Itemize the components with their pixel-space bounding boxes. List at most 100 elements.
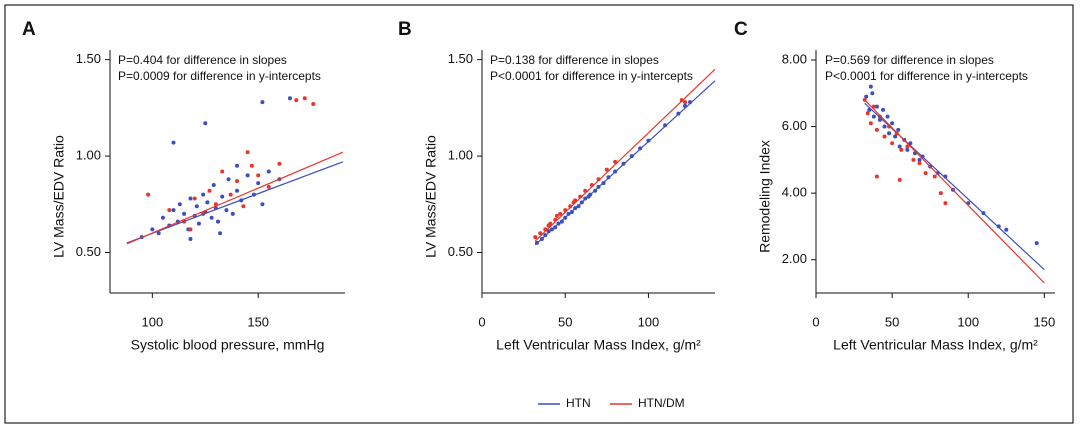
- point: [868, 121, 873, 126]
- point: [220, 169, 225, 174]
- point: [885, 114, 890, 119]
- point: [558, 211, 563, 216]
- point: [554, 213, 559, 218]
- point: [150, 227, 155, 232]
- point: [220, 194, 225, 199]
- point: [683, 100, 688, 105]
- legend-label: HTN/DM: [638, 396, 685, 410]
- x-tick-label: 0: [812, 314, 819, 329]
- point: [235, 163, 240, 168]
- y-tick-label: 0.50: [448, 244, 473, 259]
- x-tick-label: 0: [478, 314, 485, 329]
- point: [1004, 227, 1009, 232]
- point: [182, 211, 187, 216]
- point: [235, 188, 240, 193]
- point: [893, 134, 898, 139]
- point: [943, 201, 948, 206]
- point: [260, 100, 265, 105]
- point: [192, 196, 197, 201]
- point: [864, 94, 869, 99]
- point: [245, 173, 250, 178]
- annotation: P=0.0009 for difference in y-intercepts: [118, 69, 321, 83]
- point: [194, 204, 199, 209]
- point: [538, 231, 543, 236]
- point: [207, 188, 212, 193]
- point: [266, 169, 271, 174]
- y-axis-title: LV Mass/EDV Ratio: [51, 135, 67, 258]
- point: [613, 159, 618, 164]
- fit-line: [864, 99, 1045, 284]
- y-tick-label: 4.00: [782, 185, 807, 200]
- annotation: P<0.0001 for difference in y-intercepts: [490, 69, 693, 83]
- y-tick-label: 1.50: [448, 51, 473, 66]
- point: [196, 221, 201, 226]
- point: [923, 171, 928, 176]
- point: [890, 141, 895, 146]
- point: [646, 138, 651, 143]
- point: [266, 184, 271, 189]
- point: [235, 179, 240, 184]
- point: [874, 104, 879, 109]
- annotation: P=0.404 for difference in slopes: [118, 53, 287, 67]
- point: [171, 208, 176, 213]
- legend-label: HTN: [566, 396, 591, 410]
- y-tick-label: 2.00: [782, 251, 807, 266]
- point: [865, 111, 870, 116]
- point: [167, 208, 172, 213]
- point: [911, 157, 916, 162]
- point: [533, 235, 538, 240]
- point: [874, 174, 879, 179]
- point: [905, 144, 910, 149]
- point: [177, 202, 182, 207]
- point: [245, 150, 250, 155]
- point: [277, 161, 282, 166]
- point: [302, 96, 307, 101]
- x-tick-label: 150: [247, 314, 269, 329]
- point: [874, 127, 879, 132]
- x-axis-title: Systolic blood pressure, mmHg: [131, 337, 325, 353]
- annotation: P=0.138 for difference in slopes: [490, 53, 659, 67]
- point: [218, 231, 223, 236]
- point: [201, 192, 206, 197]
- y-axis-title: LV Mass/EDV Ratio: [423, 135, 439, 258]
- panel-label: A: [22, 19, 36, 40]
- fit-line: [126, 161, 344, 244]
- y-tick-label: 8.00: [782, 51, 807, 66]
- point: [932, 174, 937, 179]
- point: [294, 98, 299, 103]
- fit-line: [534, 80, 716, 246]
- point: [171, 140, 176, 145]
- y-axis-title: Remodeling Index: [757, 140, 773, 253]
- panel-label: B: [398, 19, 412, 40]
- point: [260, 202, 265, 207]
- x-axis-title: Left Ventricular Mass Index, g/m²: [496, 337, 701, 353]
- point: [882, 124, 887, 129]
- y-tick-label: 6.00: [782, 118, 807, 133]
- point: [871, 114, 876, 119]
- annotation: P<0.0001 for difference in y-intercepts: [825, 69, 1028, 83]
- point: [287, 96, 292, 101]
- point: [205, 200, 210, 205]
- point: [917, 161, 922, 166]
- y-tick-label: 1.50: [76, 51, 101, 66]
- point: [311, 102, 316, 106]
- point: [604, 167, 609, 172]
- point: [209, 215, 214, 220]
- point: [905, 147, 910, 152]
- fit-line: [126, 151, 344, 245]
- y-tick-label: 0.50: [76, 244, 101, 259]
- annotation: P=0.569 for difference in slopes: [825, 53, 994, 67]
- panel-label: C: [734, 19, 748, 40]
- point: [896, 127, 901, 132]
- point: [996, 224, 1001, 229]
- x-tick-label: 50: [558, 314, 572, 329]
- point: [241, 204, 246, 209]
- point: [679, 98, 684, 103]
- point: [938, 191, 943, 196]
- point: [226, 177, 231, 182]
- point: [256, 173, 261, 178]
- point: [897, 144, 902, 149]
- point: [188, 237, 193, 241]
- x-tick-label: 150: [1033, 314, 1055, 329]
- fit-line: [534, 68, 716, 242]
